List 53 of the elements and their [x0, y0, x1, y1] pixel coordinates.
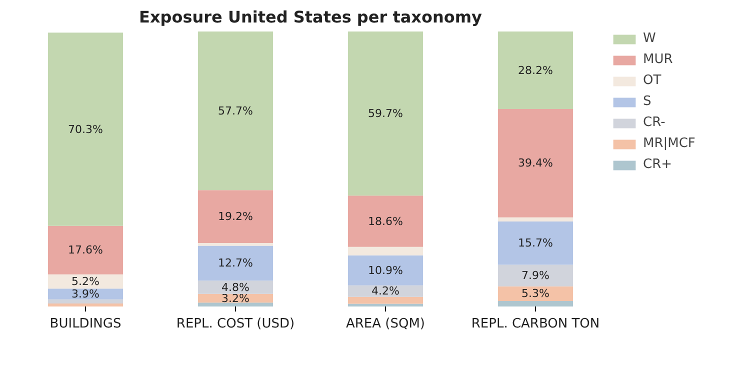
data-label: 4.2% — [372, 284, 400, 298]
bar — [348, 304, 423, 306]
bar — [498, 109, 573, 218]
bar — [498, 217, 573, 222]
data-label: 5.2% — [72, 274, 100, 288]
bar — [348, 296, 423, 304]
data-label: 5.3% — [522, 287, 550, 300]
x-tick-label: REPL. CARBON TON — [471, 316, 600, 332]
bar — [48, 226, 123, 274]
legend-label: MUR — [643, 52, 673, 67]
data-label: 57.7% — [218, 104, 253, 118]
bar — [198, 32, 273, 190]
data-label: 18.6% — [368, 214, 403, 228]
x-tick-label: REPL. COST (USD) — [176, 316, 295, 332]
data-label: 7.9% — [522, 269, 550, 282]
bar — [198, 242, 273, 246]
bar — [348, 32, 423, 196]
bar — [48, 32, 123, 226]
bar — [48, 303, 123, 306]
data-label: 28.2% — [518, 64, 553, 77]
data-label: 39.4% — [518, 156, 553, 170]
bar — [348, 255, 423, 286]
bar — [498, 286, 573, 301]
data-label: 3.9% — [72, 287, 100, 300]
legend-label: W — [643, 31, 657, 46]
bar — [348, 246, 423, 256]
bar — [348, 196, 423, 247]
legend-label: CR- — [643, 115, 666, 130]
data-label: 70.3% — [68, 122, 103, 136]
bar — [198, 190, 273, 243]
bar — [198, 280, 273, 294]
data-label: 15.7% — [518, 236, 553, 250]
bar — [498, 264, 573, 286]
bar — [498, 32, 573, 110]
data-label: 4.8% — [222, 280, 250, 294]
bar — [198, 246, 273, 281]
bar — [498, 301, 573, 306]
x-tick-label: BUILDINGS — [50, 316, 122, 332]
data-label: 17.6% — [68, 244, 103, 257]
legend-label: S — [643, 94, 652, 109]
chart-title: Exposure United States per taxonomy — [139, 8, 483, 26]
data-label: 59.7% — [368, 107, 403, 120]
bar — [198, 302, 273, 306]
data-label: 3.2% — [222, 292, 250, 305]
data-label: 12.7% — [218, 256, 253, 270]
x-tick-label: AREA (SQM) — [346, 316, 426, 332]
bar — [48, 299, 123, 304]
bar — [498, 222, 573, 265]
legend-label: MR|MCF — [643, 136, 696, 151]
legend-label: OT — [643, 73, 662, 88]
data-label: 19.2% — [218, 210, 253, 224]
data-label: 10.9% — [368, 264, 403, 277]
legend-label: CR+ — [643, 157, 672, 172]
